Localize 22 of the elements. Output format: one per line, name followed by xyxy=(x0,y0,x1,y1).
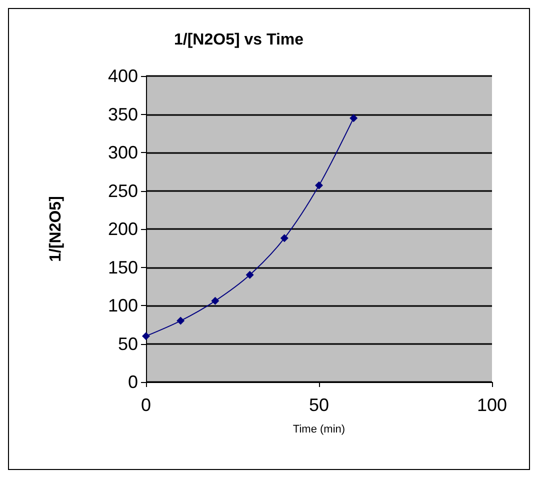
x-tick-label: 50 xyxy=(308,395,330,415)
point xyxy=(315,181,323,190)
point xyxy=(176,316,185,325)
y-tick-label: 50 xyxy=(118,334,138,354)
x-axis-title: Time (min) xyxy=(292,424,346,436)
point xyxy=(350,114,358,122)
y-tick-label: 200 xyxy=(108,219,138,239)
chart-title: 1/[N2O5] vs Time xyxy=(174,32,304,48)
point xyxy=(246,270,254,279)
y-tick-label: 0 xyxy=(128,372,138,392)
y-tick-label: 400 xyxy=(108,66,138,86)
x-tick-label: 100 xyxy=(476,395,508,415)
y-tick-label: 350 xyxy=(108,104,138,124)
point xyxy=(211,296,220,305)
x-tick-label: 0 xyxy=(140,395,152,415)
point xyxy=(280,234,288,242)
y-axis-title: 1/[N2O5] xyxy=(48,196,64,262)
point xyxy=(142,332,150,340)
y-tick-label: 100 xyxy=(108,296,138,316)
y-tick-label: 250 xyxy=(108,180,138,201)
y-tick-label: 150 xyxy=(108,257,138,278)
y-tick-label: 300 xyxy=(108,142,138,162)
